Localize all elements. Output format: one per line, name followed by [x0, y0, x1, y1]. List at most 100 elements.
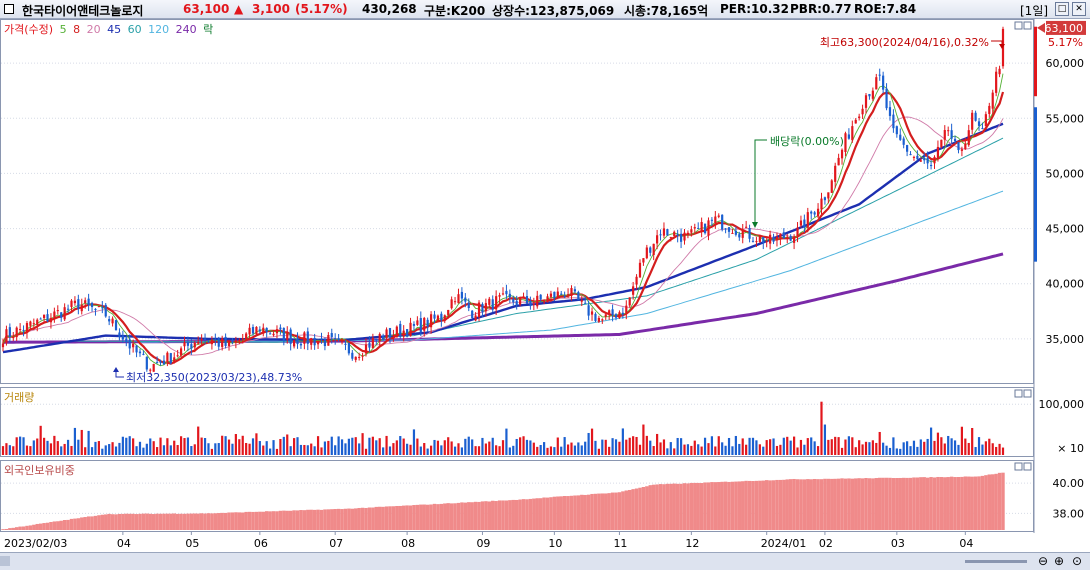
volume-bar	[186, 437, 190, 455]
foreign-bar	[59, 520, 63, 530]
volume-bar	[810, 437, 813, 455]
foreign-bar	[641, 487, 646, 530]
volume-bar	[806, 438, 809, 455]
candle-body	[933, 156, 936, 164]
foreign-bar	[997, 472, 1002, 530]
candle-body	[299, 343, 303, 346]
volume-bar	[676, 437, 679, 455]
candle-body	[632, 286, 635, 295]
candle-body	[635, 276, 638, 285]
candle-body	[385, 329, 388, 339]
volume-bar	[351, 437, 354, 455]
candle-body	[104, 304, 107, 317]
candle-body	[676, 234, 679, 236]
candle-body	[382, 335, 385, 340]
candle-body	[138, 351, 142, 354]
candle-body	[471, 310, 474, 319]
zoom-in-icon[interactable]: ⊕	[1054, 554, 1065, 568]
volume-bar	[320, 447, 323, 455]
foreign-bar	[545, 497, 550, 530]
foreign-bar	[292, 510, 296, 530]
foreign-bar	[378, 506, 382, 530]
candle-body	[368, 342, 371, 348]
volume-bar	[39, 425, 42, 455]
candle-body	[166, 352, 169, 362]
foreign-bar	[782, 479, 786, 530]
volume-bar	[775, 445, 779, 455]
volume-bar	[813, 441, 816, 455]
reset-zoom-icon[interactable]: ⊙	[1072, 554, 1083, 568]
volume-bar	[173, 440, 176, 455]
foreign-bar	[682, 483, 687, 530]
volume-bar	[731, 446, 734, 455]
candle-body	[597, 317, 600, 322]
foreign-bar	[915, 477, 920, 530]
zoom-slider[interactable]	[965, 560, 1027, 563]
volume-bar	[964, 438, 967, 455]
volume-bar	[241, 435, 244, 455]
chart-scroll-bar[interactable]: ⊖ ⊕ ⊙	[0, 552, 1090, 570]
volume-bar	[347, 438, 350, 455]
candle-body	[101, 307, 104, 309]
volume-bar	[803, 444, 806, 455]
volume-bar	[923, 441, 926, 455]
foreign-bar	[107, 513, 111, 530]
candle-body	[830, 180, 833, 193]
candle-body	[330, 333, 333, 338]
candle-body	[611, 309, 614, 316]
volume-bar	[90, 447, 94, 455]
volume-bar	[549, 446, 553, 455]
candle-body	[409, 322, 412, 337]
scroll-left-icon[interactable]	[0, 556, 10, 566]
foreign-bar	[669, 483, 673, 530]
volume-bar	[361, 433, 364, 455]
volume-bar	[251, 438, 255, 455]
volume-bar	[512, 445, 515, 455]
volume-bar	[53, 435, 56, 455]
candle-body	[858, 116, 861, 119]
candle-body	[255, 326, 258, 335]
volume-bar	[529, 440, 532, 455]
volume-bar	[844, 439, 847, 455]
foreign-bar	[484, 501, 488, 530]
candle-body	[977, 121, 981, 126]
foreign-bar	[963, 476, 968, 530]
candle-body	[227, 341, 231, 346]
maximize-icon[interactable]: □	[1055, 2, 1069, 16]
volume-bar	[111, 442, 114, 455]
foreign-bar	[487, 501, 492, 530]
date-tick-label: 06	[254, 537, 268, 550]
ma-line-ma5	[2, 73, 1004, 367]
candle-body	[313, 338, 316, 346]
volume-bar	[224, 436, 227, 455]
candle-body	[183, 342, 186, 347]
foreign-bar	[655, 484, 659, 530]
volume-bar	[950, 438, 953, 455]
candle-body	[135, 345, 138, 353]
foreign-bar	[134, 514, 139, 530]
candle-body	[214, 339, 217, 341]
period-selector[interactable]: [1일]	[1020, 4, 1049, 18]
volume-bar	[275, 448, 279, 455]
volume-bar	[645, 435, 648, 455]
candle-body	[563, 295, 566, 297]
volume-bar	[690, 445, 693, 455]
menu-box-icon[interactable]	[4, 4, 14, 14]
volume-bar	[269, 448, 272, 455]
candle-body	[412, 323, 416, 326]
candle-body	[782, 232, 785, 239]
candle-body	[522, 296, 525, 298]
candle-body	[186, 342, 190, 346]
foreign-bar	[604, 493, 608, 530]
foreign-bar	[953, 477, 957, 530]
volume-bar	[203, 438, 207, 455]
zoom-out-icon[interactable]: ⊖	[1038, 554, 1049, 568]
foreign-bar	[884, 477, 889, 530]
candle-body	[118, 332, 121, 338]
candle-body	[906, 145, 909, 152]
pbr-value: PBR:0.77	[790, 2, 852, 16]
foreign-bar	[443, 503, 447, 530]
close-icon[interactable]: ✕	[1072, 2, 1086, 16]
